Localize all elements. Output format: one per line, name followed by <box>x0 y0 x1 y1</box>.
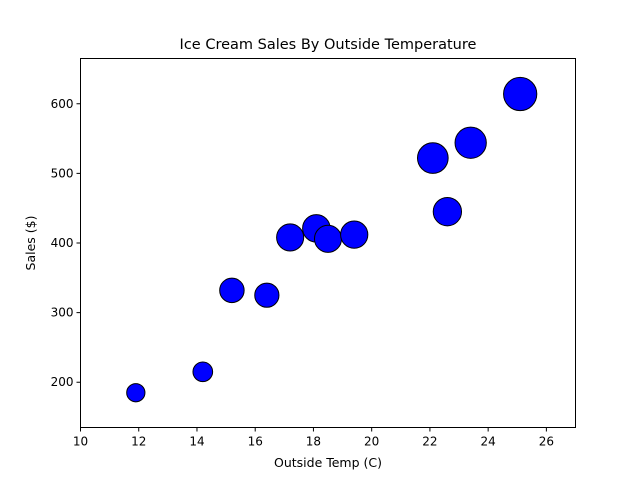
data-point-12 <box>503 76 538 112</box>
y-tick-label: 600 <box>51 97 74 111</box>
x-axis-label: Outside Temp (C) <box>274 455 382 470</box>
y-tick-label: 400 <box>51 236 74 250</box>
x-tick-label: 10 <box>73 435 88 449</box>
data-point-7 <box>313 224 343 253</box>
x-tick-label: 16 <box>248 435 263 449</box>
x-tick-label: 18 <box>306 435 321 449</box>
x-tick-label: 26 <box>539 435 554 449</box>
data-point-8 <box>340 220 369 249</box>
data-point-3 <box>219 277 245 304</box>
y-axis: 200 300 400 500 600 <box>51 97 81 389</box>
data-point-11 <box>454 126 487 159</box>
x-tick-label: 14 <box>189 435 204 449</box>
x-axis: 10 12 14 16 18 20 22 24 26 <box>73 427 554 449</box>
chart-title: Ice Cream Sales By Outside Temperature <box>180 37 477 53</box>
y-tick-label: 300 <box>51 306 74 320</box>
y-axis-label: Sales ($) <box>23 216 38 271</box>
points-layer <box>126 76 538 403</box>
data-point-1 <box>126 383 146 403</box>
y-tick-label: 200 <box>51 375 74 389</box>
data-point-9 <box>416 142 449 174</box>
x-tick-label: 22 <box>422 435 437 449</box>
y-tick-label: 500 <box>51 166 74 180</box>
data-point-4 <box>254 282 280 308</box>
x-tick-label: 20 <box>364 435 379 449</box>
x-tick-label: 24 <box>481 435 496 449</box>
data-point-5 <box>276 223 305 252</box>
data-point-2 <box>192 361 214 383</box>
x-tick-label: 12 <box>131 435 146 449</box>
data-point-10 <box>432 197 463 227</box>
